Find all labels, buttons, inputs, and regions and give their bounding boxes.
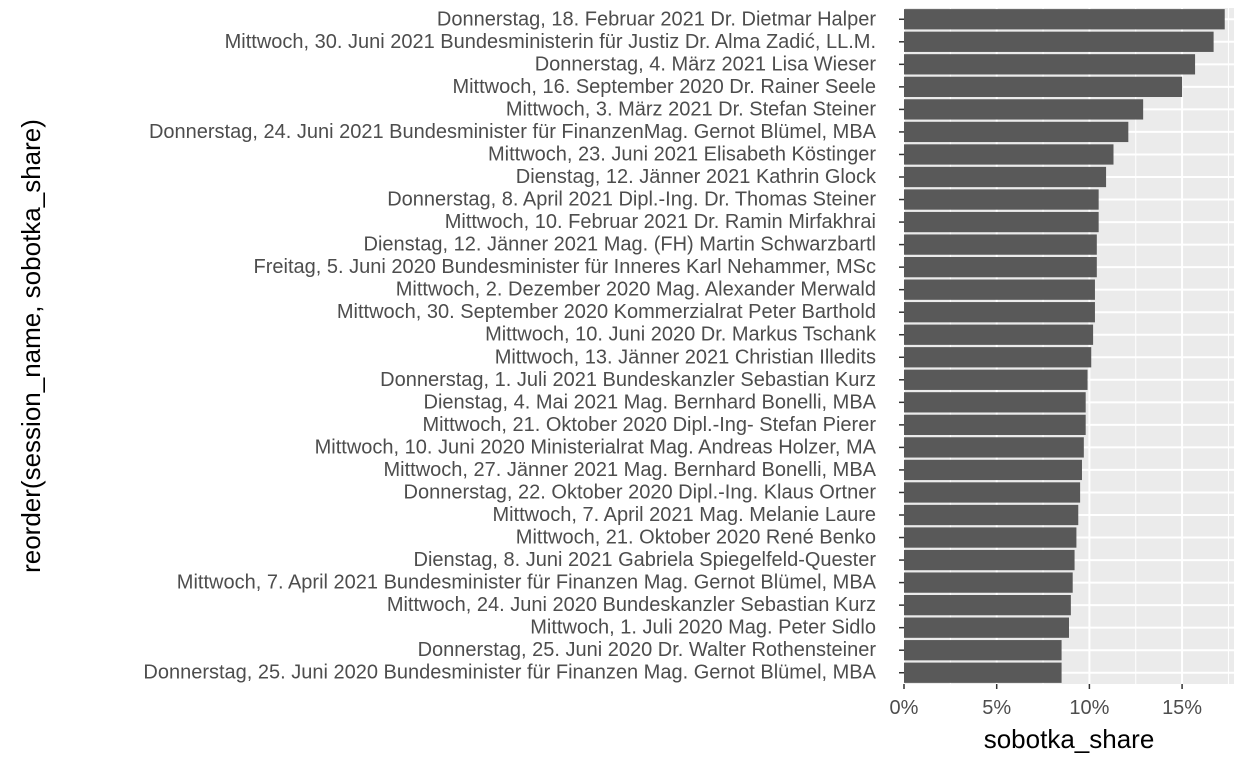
bar [904, 392, 1086, 413]
x-tick-label: 10% [1069, 697, 1109, 719]
y-tick-label: Mittwoch, 2. Dezember 2020 Mag. Alexande… [396, 279, 876, 301]
bar [904, 211, 1099, 233]
y-tick-label: Mittwoch, 16. September 2020 Dr. Rainer … [452, 76, 876, 98]
y-tick-label: Donnerstag, 4. März 2021 Lisa Wieser [535, 53, 877, 75]
bar [904, 31, 1214, 52]
y-tick-label: Donnerstag, 25. Juni 2020 Dr. Walter Rot… [418, 639, 877, 661]
y-tick-label: Dienstag, 8. Juni 2021 Gabriela Spiegelf… [414, 549, 877, 571]
bar [904, 121, 1129, 143]
bar [904, 302, 1095, 323]
bar [904, 504, 1079, 526]
bar [904, 324, 1094, 345]
x-axis-title: sobotka_share [984, 724, 1155, 754]
bar [904, 617, 1069, 638]
x-tick-label: 5% [982, 697, 1011, 719]
y-tick-label: Dienstag, 12. Jänner 2021 Mag. (FH) Mart… [364, 234, 876, 256]
bar [904, 347, 1092, 368]
y-tick-label: Mittwoch, 13. Jänner 2021 Christian Ille… [495, 346, 876, 368]
y-tick-label: Mittwoch, 24. Juni 2020 Bundeskanzler Se… [387, 594, 876, 616]
y-tick-label: Donnerstag, 8. April 2021 Dipl.-Ing. Dr.… [387, 189, 876, 211]
x-tick-label: 15% [1162, 697, 1202, 719]
y-tick-label: Mittwoch, 10. Juni 2020 Dr. Markus Tscha… [485, 324, 877, 346]
bar [904, 594, 1071, 616]
x-axis-ticks: 0% 5% 10% 15% [890, 684, 1202, 719]
bar [904, 527, 1077, 548]
y-tick-label: Mittwoch, 10. Juni 2020 Ministerialrat M… [315, 436, 877, 458]
y-tick-label: Mittwoch, 30. Juni 2021 Bundesministerin… [225, 31, 876, 53]
bar [904, 189, 1099, 210]
y-tick-label: Donnerstag, 22. Oktober 2020 Dipl.-Ing. … [404, 481, 877, 503]
y-tick-label: Mittwoch, 27. Jänner 2021 Mag. Bernhard … [384, 459, 877, 481]
y-tick-label: Freitag, 5. Juni 2020 Bundesminister für… [254, 256, 877, 278]
bar [904, 572, 1073, 593]
y-tick-label: Donnerstag, 25. Juni 2020 Bundesminister… [143, 662, 876, 684]
y-tick-label: Mittwoch, 21. Oktober 2020 Dipl.-Ing- St… [422, 414, 876, 436]
y-tick-label: Dienstag, 4. Mai 2021 Mag. Bernhard Bone… [424, 391, 877, 413]
y-tick-label: Donnerstag, 24. Juni 2021 Bundesminister… [149, 121, 877, 143]
bar [904, 482, 1081, 503]
y-tick-label: Donnerstag, 18. Februar 2021 Dr. Dietmar… [437, 8, 876, 30]
bar [904, 99, 1144, 120]
y-tick-label: Mittwoch, 23. Juni 2021 Elisabeth Köstin… [488, 143, 876, 165]
y-tick-label: Mittwoch, 21. Oktober 2020 René Benko [516, 527, 876, 549]
plot-panel [904, 8, 1234, 684]
bar [904, 279, 1095, 300]
bar [904, 640, 1062, 661]
bar [904, 144, 1114, 165]
bar [904, 437, 1084, 458]
y-axis-title: reorder(session_name, sobotka_share) [16, 119, 46, 573]
bar [904, 9, 1225, 30]
bar [904, 76, 1183, 98]
y-axis-ticks: Donnerstag, 18. Februar 2021 Dr. Dietmar… [143, 8, 904, 684]
bar [904, 166, 1107, 188]
y-tick-label: Dienstag, 12. Jänner 2021 Kathrin Glock [516, 166, 877, 188]
bar [904, 369, 1088, 390]
bar [904, 549, 1075, 571]
bar [904, 459, 1082, 481]
bar [904, 256, 1097, 278]
y-tick-label: Mittwoch, 7. April 2021 Mag. Melanie Lau… [492, 504, 876, 526]
bar [904, 234, 1097, 255]
bar [904, 54, 1196, 75]
minor-gridlines [949, 8, 1229, 684]
y-tick-label: Mittwoch, 1. Juli 2020 Mag. Peter Sidlo [530, 617, 876, 639]
y-tick-label: Donnerstag, 1. Juli 2021 Bundeskanzler S… [380, 369, 876, 391]
y-tick-label: Mittwoch, 30. September 2020 Kommerzialr… [337, 301, 876, 323]
y-tick-label: Mittwoch, 3. März 2021 Dr. Stefan Steine… [506, 98, 877, 120]
y-tick-label: Mittwoch, 7. April 2021 Bundesminister f… [177, 572, 877, 594]
bars [904, 9, 1225, 683]
bar [904, 662, 1062, 683]
x-tick-label: 0% [890, 697, 919, 719]
bar [904, 414, 1086, 436]
y-tick-label: Mittwoch, 10. Februar 2021 Dr. Ramin Mir… [445, 211, 876, 233]
